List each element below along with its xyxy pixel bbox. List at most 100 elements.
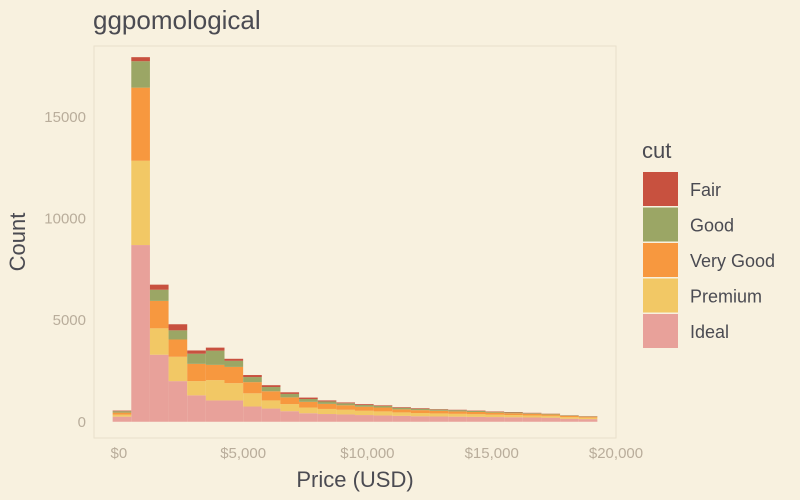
bar-very-good-6	[224, 366, 244, 384]
legend-swatch-very-good	[643, 243, 678, 277]
bar-good-13	[355, 404, 374, 407]
y-tick-label: 10000	[44, 211, 86, 228]
bar-ideal-13	[355, 415, 374, 422]
bar-very-good-8	[261, 391, 281, 401]
legend-label-very-good: Very Good	[690, 251, 775, 271]
bar-good-5	[205, 350, 225, 365]
x-tick-label: $0	[111, 445, 128, 462]
bar-premium-13	[355, 410, 374, 416]
y-tick-label: 5000	[53, 312, 86, 329]
bar-good-0	[112, 411, 132, 413]
bar-good-14	[373, 405, 393, 408]
x-tick-label: $10,000	[340, 445, 394, 462]
bar-ideal-2	[149, 354, 169, 422]
bar-fair-11	[317, 400, 337, 402]
bar-fair-12	[336, 402, 355, 404]
bar-fair-5	[205, 347, 225, 351]
bar-premium-25	[578, 417, 598, 420]
bar-premium-1	[131, 160, 150, 246]
bar-good-9	[280, 393, 300, 398]
legend-label-ideal: Ideal	[690, 322, 729, 342]
bar-fair-10	[299, 397, 318, 400]
bar-premium-18	[448, 413, 467, 417]
bar-very-good-23	[541, 414, 561, 416]
chart-title: ggpomological	[93, 5, 261, 35]
bar-very-good-22	[522, 413, 542, 416]
bar-very-good-13	[355, 406, 374, 411]
bar-fair-2	[149, 284, 169, 290]
bar-good-7	[243, 377, 262, 383]
x-axis-title: Price (USD)	[296, 467, 413, 492]
bar-fair-4	[187, 350, 206, 354]
bar-premium-5	[205, 380, 225, 401]
bar-ideal-15	[392, 415, 411, 422]
bar-premium-15	[392, 412, 411, 416]
bar-fair-14	[373, 405, 393, 406]
bar-fair-15	[392, 407, 411, 408]
bar-good-10	[299, 399, 318, 402]
bar-very-good-5	[205, 364, 225, 381]
bar-fair-1	[131, 57, 150, 62]
bar-ideal-9	[280, 411, 300, 422]
bar-ideal-0	[112, 416, 132, 422]
bar-premium-0	[112, 414, 132, 417]
legend-label-premium: Premium	[690, 287, 762, 307]
legend-swatch-premium	[643, 278, 678, 313]
bar-good-3	[168, 330, 188, 340]
bar-fair-13	[355, 404, 374, 405]
bar-very-good-16	[410, 410, 430, 414]
legend-swatch-fair	[643, 172, 678, 206]
bar-premium-21	[504, 415, 523, 418]
bar-very-good-24	[560, 415, 579, 418]
bar-very-good-3	[168, 339, 188, 357]
bar-ideal-4	[187, 395, 206, 422]
bar-very-good-20	[485, 412, 505, 415]
x-tick-label: $5,000	[220, 445, 266, 462]
bar-fair-6	[224, 358, 244, 361]
bar-fair-3	[168, 324, 188, 331]
bar-very-good-1	[131, 87, 150, 161]
bar-premium-3	[168, 356, 188, 382]
legend-label-good: Good	[690, 216, 734, 236]
bar-good-18	[448, 410, 467, 412]
bar-ideal-7	[243, 406, 262, 422]
bar-ideal-21	[504, 417, 523, 422]
legend: cut Fair Good Very Good Premium Ideal	[642, 138, 775, 348]
bar-good-4	[187, 353, 206, 364]
bar-good-19	[466, 410, 486, 413]
bar-ideal-14	[373, 415, 393, 422]
bar-ideal-8	[261, 408, 281, 422]
bar-ideal-20	[485, 417, 505, 422]
x-tick-label: $20,000	[589, 445, 643, 462]
bar-fair-7	[243, 375, 262, 378]
bar-premium-9	[280, 404, 300, 412]
bar-ideal-23	[541, 417, 561, 422]
bar-premium-12	[336, 409, 355, 415]
y-tick-labels: 0 5000 10000 15000	[44, 109, 86, 431]
bar-good-8	[261, 387, 281, 392]
bar-very-good-0	[112, 412, 132, 415]
legend-swatch-ideal	[643, 314, 678, 348]
bar-ideal-1	[131, 245, 150, 422]
bar-premium-22	[522, 415, 542, 418]
bar-good-23	[541, 413, 561, 415]
bar-very-good-21	[504, 413, 523, 416]
y-tick-label: 15000	[44, 109, 86, 126]
bar-ideal-10	[299, 413, 318, 422]
bar-very-good-9	[280, 397, 300, 405]
bar-premium-14	[373, 411, 393, 416]
bar-premium-10	[299, 407, 318, 414]
bar-very-good-19	[466, 412, 486, 415]
bar-ideal-5	[205, 400, 225, 422]
bar-ideal-3	[168, 381, 188, 422]
bar-good-1	[131, 61, 150, 88]
bar-very-good-14	[373, 407, 393, 412]
bar-very-good-11	[317, 403, 337, 409]
legend-title: cut	[642, 138, 671, 163]
bar-fair-0	[112, 410, 132, 412]
bar-very-good-2	[149, 300, 169, 329]
bar-ideal-16	[410, 416, 430, 422]
bar-ideal-12	[336, 414, 355, 422]
bar-good-12	[336, 403, 355, 406]
